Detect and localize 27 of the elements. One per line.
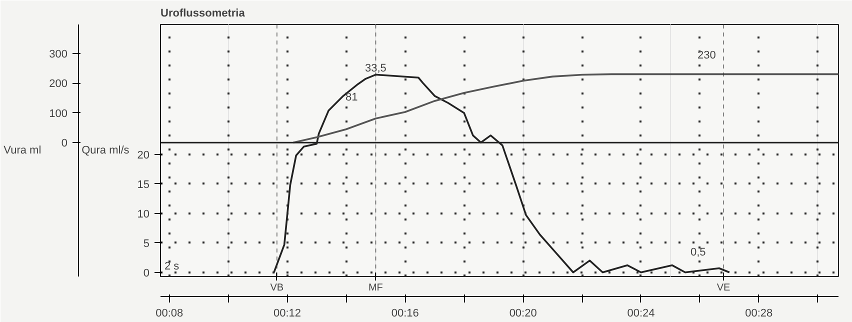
y2-tick-label: 200: [49, 78, 68, 90]
annotation: 230: [698, 50, 716, 62]
y2-tick-label: 0: [61, 138, 68, 150]
y-tick-label: 0: [143, 267, 150, 280]
x-tick-label: 00:28: [745, 308, 773, 320]
y-tick-label: 20: [137, 149, 150, 162]
y-tick-label: 10: [137, 208, 150, 220]
line-series: [292, 73, 838, 144]
y-tick-label: 5: [143, 238, 150, 250]
y-tick-label: 15: [137, 178, 150, 191]
x-tick-label: 00:20: [509, 308, 537, 320]
annotation: 33,5: [364, 62, 386, 75]
x-tick-label: 00:12: [273, 308, 302, 320]
y2-tick-label: 300: [49, 48, 68, 60]
annotation: 81: [346, 92, 358, 104]
y-axis-title: Qura ml/s: [82, 144, 130, 156]
annotation: 0,5: [690, 246, 706, 258]
ref-line-label: VE: [716, 282, 731, 294]
chart-title: Uroflussometria: [160, 8, 246, 20]
x-tick-label: 00:24: [627, 308, 655, 320]
y2-tick-label: 100: [49, 108, 68, 120]
x-tick-label: 00:08: [156, 308, 184, 320]
x-tick-label: 00:16: [391, 308, 419, 320]
ref-line-label: MF: [368, 282, 383, 294]
annotation: 2 s: [164, 260, 180, 272]
ref-line-label: VB: [270, 282, 284, 294]
y2-axis-title: Vura ml: [4, 144, 42, 156]
